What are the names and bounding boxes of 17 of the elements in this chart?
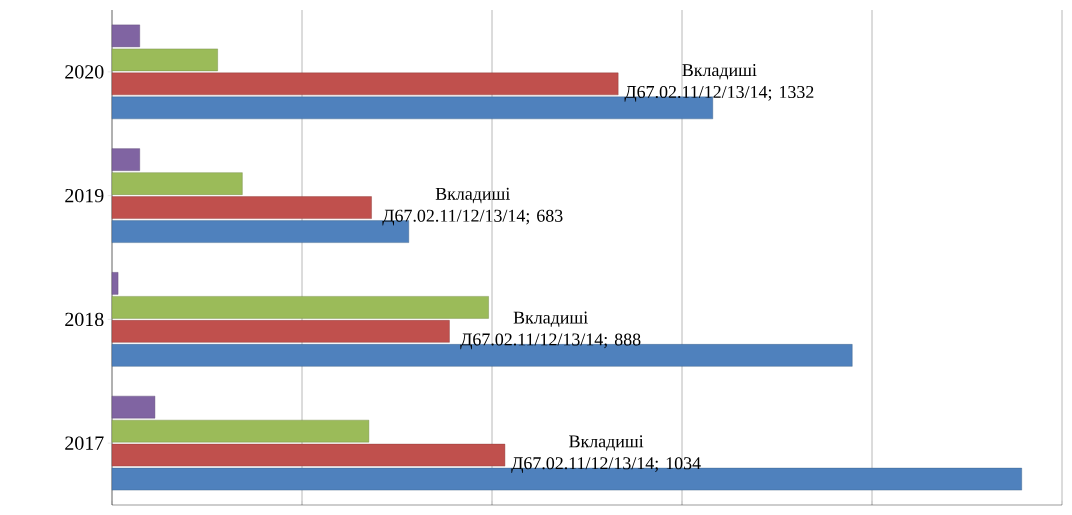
data-label: Вкладиші Д67.02.11/12/13/14; 683 — [382, 187, 563, 226]
bar — [111, 48, 218, 72]
bar — [111, 72, 619, 96]
y-tick-label: 2020 — [65, 65, 104, 79]
bar — [111, 196, 372, 219]
bar — [111, 148, 140, 171]
bar — [111, 443, 506, 467]
y-tick-label: 2018 — [65, 312, 104, 327]
bar — [111, 24, 140, 48]
bar — [111, 395, 156, 419]
y-tick-label: 2017 — [65, 436, 104, 450]
bar — [111, 419, 370, 443]
bar — [111, 320, 450, 343]
bar — [111, 272, 119, 295]
bar — [111, 296, 489, 319]
y-tick-label: 2019 — [65, 188, 104, 203]
bar — [111, 172, 243, 195]
